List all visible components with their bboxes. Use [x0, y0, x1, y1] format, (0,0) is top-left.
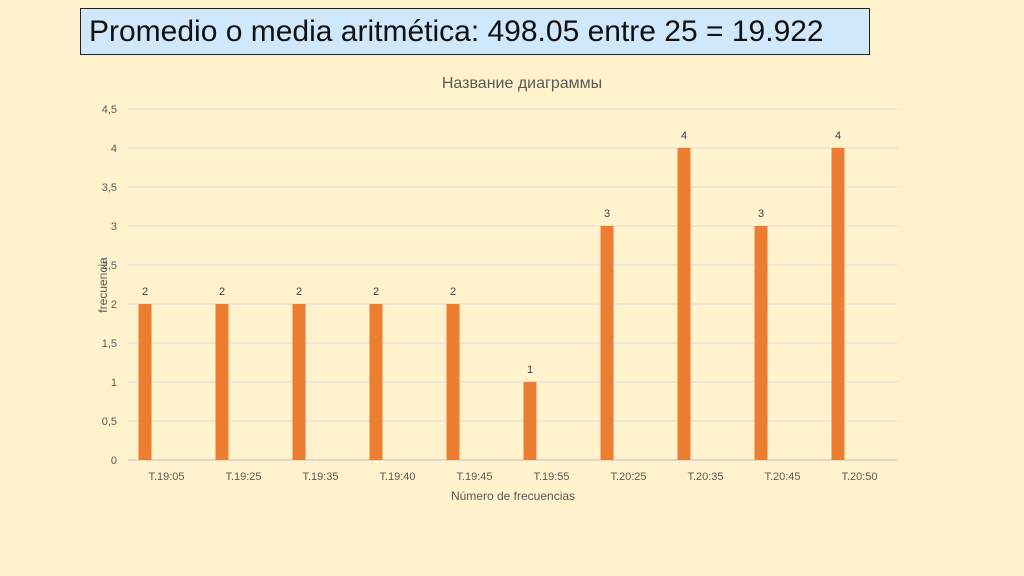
- bar: [523, 382, 537, 460]
- x-axis-ticks: T.19:05 T.19:25 T.19:35 T.19:40 T.19:45 T.19:…: [148, 471, 877, 483]
- data-label: 4: [681, 130, 687, 142]
- x-tick-label: T.19:25: [225, 471, 261, 483]
- bar: [215, 304, 229, 460]
- x-tick-label: T.20:25: [610, 471, 646, 483]
- data-labels: 2 2 2 2 2 1 3 4 3 4: [142, 130, 841, 376]
- data-label: 2: [450, 286, 456, 298]
- y-axis-label: frecuencia: [96, 257, 110, 313]
- data-label: 3: [604, 208, 610, 220]
- y-tick-label: 4,5: [102, 104, 117, 116]
- x-axis-label: Número de frecuencias: [451, 489, 575, 503]
- bars: [138, 148, 845, 460]
- x-tick-label: T.20:45: [764, 471, 800, 483]
- slide-title: Promedio o media aritmética: 498.05 entr…: [89, 14, 824, 48]
- y-tick-label: 0: [111, 455, 117, 467]
- y-tick-label: 1: [111, 377, 117, 389]
- chart-title: Название диаграммы: [442, 75, 602, 92]
- y-tick-label: 2,5: [102, 260, 117, 272]
- x-tick-label: T.19:40: [379, 471, 415, 483]
- bar: [292, 304, 306, 460]
- data-label: 2: [296, 286, 302, 298]
- y-tick-label: 0,5: [102, 416, 117, 428]
- y-tick-label: 4: [111, 143, 117, 155]
- slide-title-box: Promedio o media aritmética: 498.05 entr…: [80, 8, 870, 55]
- data-label: 2: [373, 286, 379, 298]
- bar: [600, 226, 614, 460]
- y-tick-label: 2: [111, 299, 117, 311]
- x-tick-label: T.20:50: [841, 471, 877, 483]
- y-tick-label: 3,5: [102, 182, 117, 194]
- bar: [446, 304, 460, 460]
- data-label: 2: [142, 286, 148, 298]
- x-tick-label: T.19:45: [456, 471, 492, 483]
- bar: [754, 226, 768, 460]
- x-tick-label: T.19:05: [148, 471, 184, 483]
- bar: [831, 148, 845, 460]
- data-label: 1: [527, 364, 533, 376]
- data-label: 2: [219, 286, 225, 298]
- y-tick-label: 3: [111, 221, 117, 233]
- gridlines: [128, 108, 898, 461]
- y-tick-label: 1,5: [102, 338, 117, 350]
- data-label: 3: [758, 208, 764, 220]
- x-tick-label: T.19:55: [533, 471, 569, 483]
- data-label: 4: [835, 130, 841, 142]
- y-axis-ticks: 0 0,5 1 1,5 2 2,5 3 3,5 4 4,5: [102, 104, 117, 467]
- bar: [138, 304, 152, 460]
- bar: [369, 304, 383, 460]
- x-tick-label: T.20:35: [687, 471, 723, 483]
- x-tick-label: T.19:35: [302, 471, 338, 483]
- bar: [677, 148, 691, 460]
